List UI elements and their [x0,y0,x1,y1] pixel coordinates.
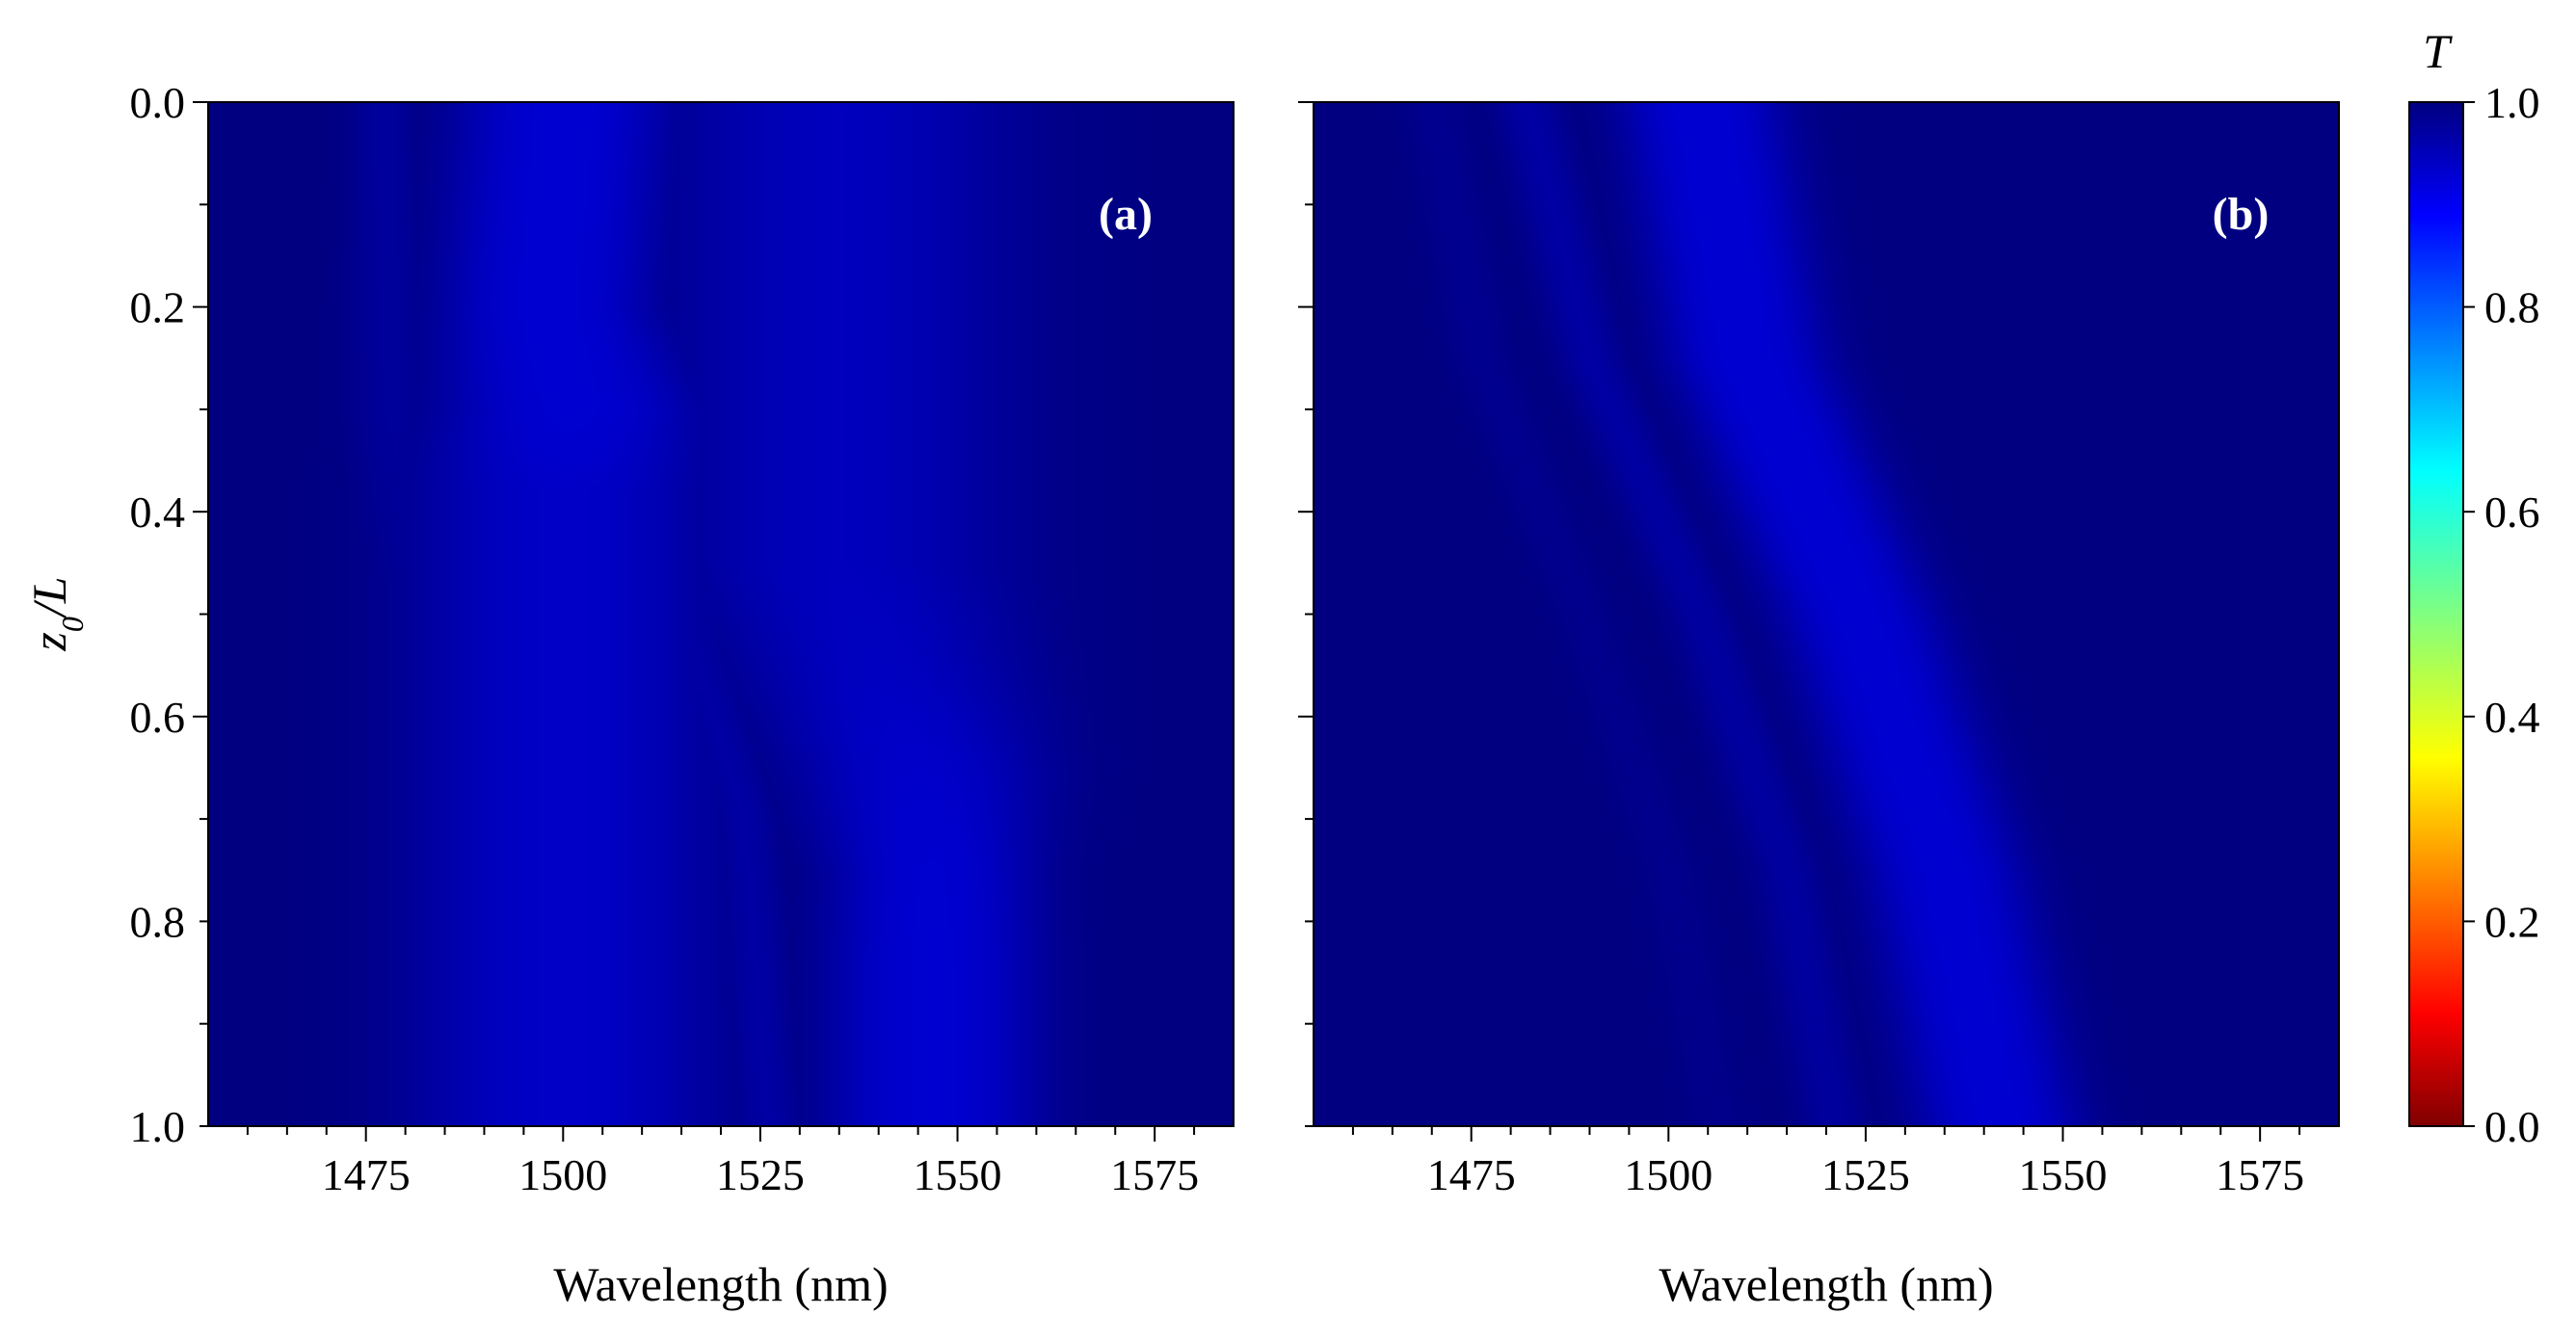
panel-b: 1475 1500 1525 1550 1575 (b) Wavelength (nm) [1298,101,2340,1311]
y-tick-label: 0.8 [130,897,186,946]
y-axis-title-a: z0/L [22,576,90,651]
colorbar-ticks: 0.0 0.2 0.4 0.6 0.8 1.0 [2463,78,2540,1151]
colorbar-tick-label: 0.8 [2484,283,2540,332]
colorbar-title: T [2423,24,2453,78]
x-tick-label: 1575 [2216,1150,2304,1199]
x-tick-label: 1550 [2019,1150,2108,1199]
heatmap-image-b [1314,102,2339,1126]
colorbar-tick-label: 0.4 [2484,693,2540,742]
ticks-b: 1475 1500 1525 1550 1575 [1298,101,2304,1199]
x-tick-label: 1475 [322,1150,411,1199]
colorbar-tick-label: 0.6 [2484,487,2540,537]
heatmap-image-a [208,102,1234,1126]
panel-a: 1475 1500 1525 1550 1575 0.0 0.2 0.4 0.6 0.8 1.0 (… [22,78,1235,1311]
x-tick-label: 1500 [1624,1150,1713,1199]
x-axis-title-a: Wavelength (nm) [553,1257,888,1311]
x-tick-label: 1475 [1427,1150,1516,1199]
y-tick-label: 0.6 [130,693,186,742]
x-tick-label: 1575 [1110,1150,1199,1199]
colorbar-tick-label: 1.0 [2484,78,2540,127]
y-tick-label: 0.2 [130,283,186,332]
colorbar-tick-label: 0.0 [2484,1102,2540,1151]
x-axis-title-b: Wavelength (nm) [1659,1257,1993,1311]
x-tick-label: 1500 [518,1150,607,1199]
ticks-a: 1475 1500 1525 1550 1575 0.0 0.2 0.4 0.6 0.8 1.0 [130,78,1200,1199]
colorbar-gradient [2408,101,2464,1127]
y-tick-label: 0.0 [130,78,186,127]
y-tick-label: 1.0 [130,1102,186,1151]
panel-label-a: (a) [1099,189,1153,240]
x-tick-label: 1525 [716,1150,805,1199]
x-tick-label: 1525 [1821,1150,1910,1199]
panel-label-b: (b) [2213,189,2270,240]
y-tick-label: 0.4 [130,487,186,537]
x-tick-label: 1550 [914,1150,1002,1199]
colorbar-tick-label: 0.2 [2484,897,2540,946]
colorbar: T 0.0 0.2 0.4 0.6 0.8 1.0 [2408,24,2540,1151]
